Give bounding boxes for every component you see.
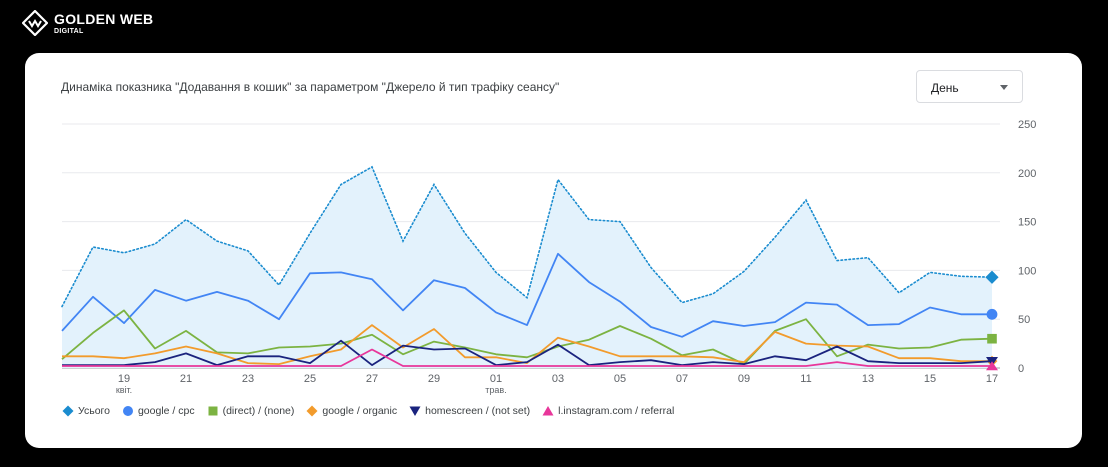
- end-marker-total: [985, 270, 999, 284]
- x-tick-label: 15: [924, 373, 936, 385]
- y-tick-label: 150: [1018, 217, 1036, 229]
- x-tick-label: 11: [800, 373, 811, 385]
- legend-marker-triangle-down-icon: [409, 406, 421, 416]
- legend-label: (direct) / (none): [222, 405, 295, 417]
- brand-name: GOLDEN WEB: [54, 10, 154, 27]
- x-tick-label: 21: [180, 373, 192, 385]
- legend-item-google_organic[interactable]: google / organic: [306, 405, 397, 417]
- x-tick-sublabel: трав.: [485, 385, 506, 395]
- legend-label: homescreen / (not set): [425, 405, 531, 417]
- y-tick-label: 100: [1018, 265, 1036, 277]
- series-line-total: [61, 165, 993, 308]
- golden-web-logo-icon: [22, 10, 48, 36]
- series-area-total: [62, 166, 992, 368]
- y-tick-label: 50: [1018, 314, 1030, 326]
- x-tick-label: 19: [118, 373, 130, 385]
- legend-marker-diamond-icon: [62, 405, 74, 417]
- legend-label: google / organic: [322, 405, 398, 417]
- x-tick-label: 05: [614, 373, 626, 385]
- legend-marker-circle-icon: [122, 406, 133, 416]
- series-line-instagram: [62, 348, 992, 367]
- y-tick-label: 0: [1018, 363, 1024, 375]
- x-tick-sublabel: квіт.: [116, 385, 132, 395]
- x-tick-label: 07: [676, 373, 688, 385]
- series-line-google_cpc: [61, 252, 992, 338]
- brand-logo: GOLDEN WEB DIGITAL: [22, 9, 153, 37]
- legend-label: l.instagram.com / referral: [558, 405, 675, 417]
- x-tick-label: 17: [986, 373, 998, 385]
- legend-item-direct[interactable]: (direct) / (none): [207, 405, 295, 417]
- x-tick-label: 23: [242, 373, 254, 385]
- end-marker-direct: [987, 333, 997, 344]
- x-tick-label: 13: [862, 373, 874, 385]
- period-select[interactable]: День: [916, 70, 1023, 103]
- legend-marker-triangle-up-icon: [542, 406, 554, 416]
- end-marker-instagram: [986, 361, 998, 371]
- y-tick-label: 200: [1018, 168, 1036, 180]
- series-line-direct: [61, 309, 993, 365]
- x-tick-label: 27: [366, 373, 378, 385]
- x-tick-label: 03: [552, 373, 564, 385]
- legend-marker-diamond-sm-icon: [306, 405, 318, 417]
- y-tick-label: 250: [1018, 119, 1036, 131]
- chart-title: Динаміка показника "Додавання в кошик" з…: [61, 80, 560, 94]
- legend-label: google / cpc: [137, 405, 195, 417]
- legend-item-homescreen[interactable]: homescreen / (not set): [409, 405, 530, 417]
- legend-item-total[interactable]: Усього: [62, 405, 110, 417]
- legend-item-google_cpc[interactable]: google / cpc: [122, 405, 195, 417]
- x-tick-label: 01: [490, 373, 502, 385]
- end-marker-google_cpc: [986, 308, 998, 320]
- brand-subtitle: DIGITAL: [54, 27, 84, 35]
- period-select-value: День: [931, 81, 959, 95]
- chart-legend: Усього google / cpc (direct) / (none) googl…: [62, 405, 686, 417]
- legend-marker-square-icon: [208, 406, 218, 416]
- caret-down-icon: [1000, 85, 1008, 90]
- x-tick-label: 29: [428, 373, 440, 385]
- legend-label: Усього: [78, 405, 110, 417]
- x-tick-label: 25: [304, 373, 316, 385]
- legend-item-instagram[interactable]: l.instagram.com / referral: [542, 405, 674, 417]
- x-tick-label: 09: [738, 373, 750, 385]
